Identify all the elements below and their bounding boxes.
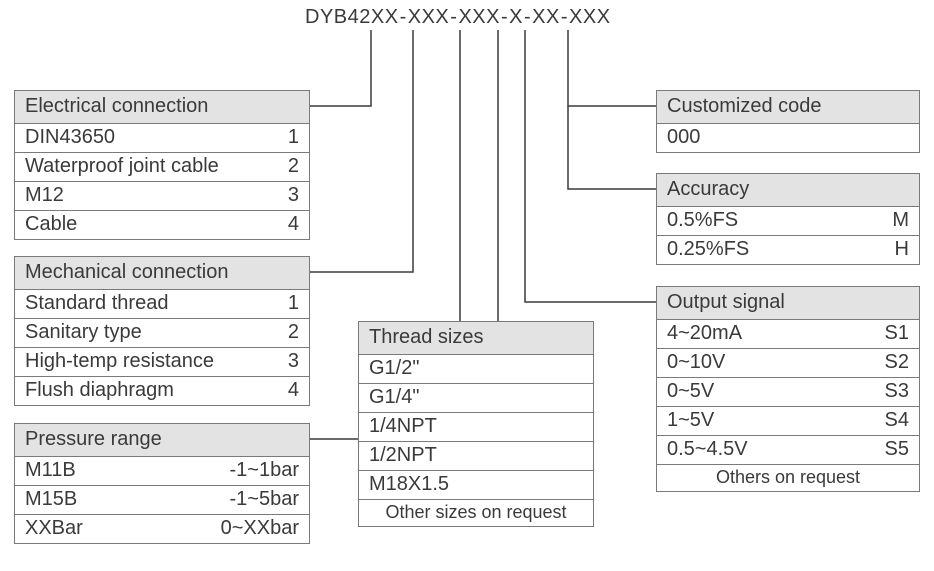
table-row: XXBar0~XXbar — [15, 515, 309, 543]
row-label: M18X1.5 — [369, 473, 583, 496]
table-row: M11B-1~1bar — [15, 457, 309, 486]
table-output-signal: Output signal4~20mAS10~10VS20~5VS31~5VS4… — [656, 286, 920, 492]
table-row: 0.5~4.5VS5 — [657, 436, 919, 465]
row-label: 0.5~4.5V — [667, 438, 869, 461]
table-row: DIN436501 — [15, 124, 309, 153]
table-row: 0~5VS3 — [657, 378, 919, 407]
table-row: High-temp resistance3 — [15, 348, 309, 377]
row-code: S2 — [869, 351, 909, 374]
row-label: DIN43650 — [25, 126, 259, 149]
table-accuracy: Accuracy0.5%FSM0.25%FSH — [656, 173, 920, 265]
table-header: Customized code — [657, 91, 919, 124]
row-code: 2 — [259, 155, 299, 178]
table-footer-note: Others on request — [657, 465, 919, 491]
row-label: G1/2" — [369, 357, 583, 380]
table-row: G1/2" — [359, 355, 593, 384]
row-label: 0.25%FS — [667, 238, 869, 261]
row-code: 4 — [259, 379, 299, 402]
table-row: G1/4" — [359, 384, 593, 413]
row-label: Cable — [25, 213, 259, 236]
table-footer-note: Other sizes on request — [359, 500, 593, 526]
table-row: 0~10VS2 — [657, 349, 919, 378]
table-electrical-connection: Electrical connectionDIN436501Waterproof… — [14, 90, 310, 240]
row-code: -1~1bar — [199, 459, 299, 482]
row-code: S5 — [869, 438, 909, 461]
part-code-segment: X — [508, 6, 524, 29]
table-row: 1~5VS4 — [657, 407, 919, 436]
table-header: Output signal — [657, 287, 919, 320]
row-label: Sanitary type — [25, 321, 259, 344]
part-code: DYB42XX-XXX-XXX-X-XX-XXX — [304, 6, 612, 29]
part-code-segment: - — [501, 6, 508, 29]
row-label: G1/4" — [369, 386, 583, 409]
part-code-segment: - — [400, 6, 407, 29]
part-code-segment: - — [524, 6, 531, 29]
table-row: 0.5%FSM — [657, 207, 919, 236]
row-label: 1/2NPT — [369, 444, 583, 467]
table-row: M15B-1~5bar — [15, 486, 309, 515]
table-customized-code: Customized code000 — [656, 90, 920, 153]
table-header: Mechanical connection — [15, 257, 309, 290]
row-label: M15B — [25, 488, 199, 511]
diagram-canvas: DYB42XX-XXX-XXX-X-XX-XXX Electrical conn… — [0, 0, 934, 571]
part-code-segment: - — [450, 6, 457, 29]
table-row: 0.25%FSH — [657, 236, 919, 264]
part-code-segment: XXX — [568, 6, 612, 29]
table-row: 1/4NPT — [359, 413, 593, 442]
row-label: 1/4NPT — [369, 415, 583, 438]
table-row: Waterproof joint cable2 — [15, 153, 309, 182]
table-header: Pressure range — [15, 424, 309, 457]
row-code: 4 — [259, 213, 299, 236]
table-header: Accuracy — [657, 174, 919, 207]
row-code: S3 — [869, 380, 909, 403]
row-label: High-temp resistance — [25, 350, 259, 373]
table-row: Sanitary type2 — [15, 319, 309, 348]
row-label: M11B — [25, 459, 199, 482]
row-code: 1 — [259, 292, 299, 315]
row-code: 1 — [259, 126, 299, 149]
row-code: M — [869, 209, 909, 232]
table-row: 4~20mAS1 — [657, 320, 919, 349]
part-code-segment: XXX — [457, 6, 501, 29]
row-code: 3 — [259, 184, 299, 207]
row-label: 1~5V — [667, 409, 869, 432]
part-code-segment: XX — [531, 6, 561, 29]
row-label: 0~10V — [667, 351, 869, 374]
row-label: 0~5V — [667, 380, 869, 403]
row-label: Standard thread — [25, 292, 259, 315]
row-code: 2 — [259, 321, 299, 344]
table-header: Thread sizes — [359, 322, 593, 355]
row-code: 3 — [259, 350, 299, 373]
table-row: 1/2NPT — [359, 442, 593, 471]
row-label: Waterproof joint cable — [25, 155, 259, 178]
row-label: Flush diaphragm — [25, 379, 259, 402]
row-code: S4 — [869, 409, 909, 432]
row-code: -1~5bar — [199, 488, 299, 511]
row-label: M12 — [25, 184, 259, 207]
row-label: 000 — [667, 126, 909, 149]
row-code: S1 — [869, 322, 909, 345]
table-pressure-range: Pressure rangeM11B-1~1barM15B-1~5barXXBa… — [14, 423, 310, 544]
row-label: XXBar — [25, 517, 199, 540]
row-label: 4~20mA — [667, 322, 869, 345]
row-label: 0.5%FS — [667, 209, 869, 232]
table-row: 000 — [657, 124, 919, 152]
table-row: Standard thread1 — [15, 290, 309, 319]
table-row: Cable4 — [15, 211, 309, 239]
table-row: M18X1.5 — [359, 471, 593, 500]
row-code: H — [869, 238, 909, 261]
part-code-segment: - — [561, 6, 568, 29]
part-code-segment: XXX — [407, 6, 451, 29]
table-mechanical-connection: Mechanical connectionStandard thread1San… — [14, 256, 310, 406]
table-thread-sizes: Thread sizesG1/2" G1/4" 1/4NPT 1/2NPT M18X1.… — [358, 321, 594, 527]
part-code-segment: DYB42XX — [304, 6, 400, 29]
table-header: Electrical connection — [15, 91, 309, 124]
table-row: Flush diaphragm4 — [15, 377, 309, 405]
table-row: M123 — [15, 182, 309, 211]
row-code: 0~XXbar — [199, 517, 299, 540]
